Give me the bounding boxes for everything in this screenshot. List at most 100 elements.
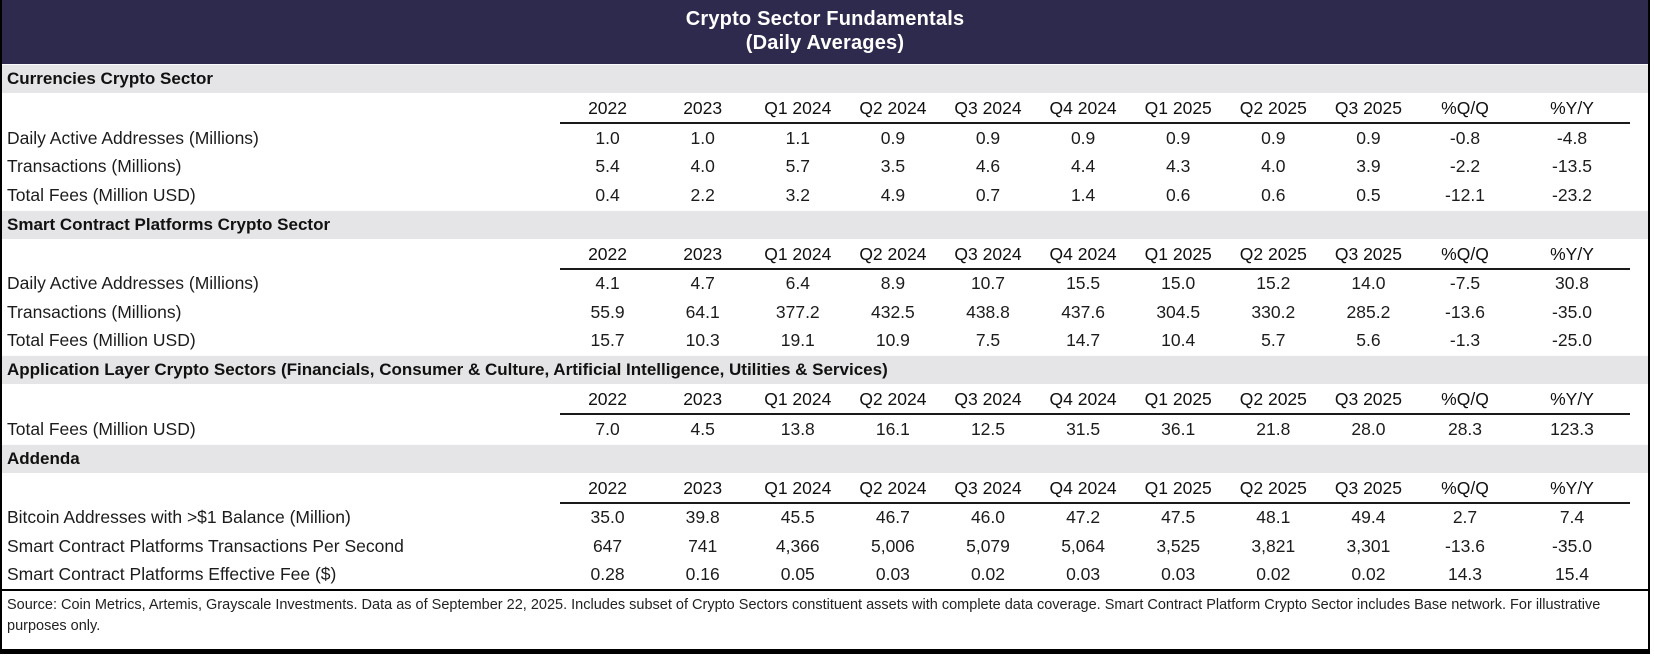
- column-header: Q4 2024: [1035, 475, 1131, 504]
- table-cell: 30.8: [1554, 273, 1590, 294]
- table-cell: 5,079: [966, 535, 1010, 556]
- column-header: 2023: [655, 241, 751, 270]
- table-cell: 4.4: [1070, 156, 1096, 177]
- table-cell: 10.4: [1161, 330, 1196, 351]
- table-cell: -13.5: [1552, 156, 1592, 177]
- table-row: Bitcoin Addresses with >$1 Balance (Mill…: [2, 504, 1648, 533]
- table-cell: -35.0: [1552, 535, 1592, 556]
- table-cell: 123.3: [1550, 418, 1594, 439]
- table-cell: 5.4: [595, 156, 620, 177]
- column-header: %Q/Q: [1416, 95, 1514, 124]
- column-header: 2022: [560, 241, 656, 270]
- table-cell: 437.6: [1061, 301, 1105, 322]
- row-label: Bitcoin Addresses with >$1 Balance (Mill…: [7, 507, 351, 528]
- footnote: Source: Coin Metrics, Artemis, Grayscale…: [2, 589, 1648, 649]
- table-row: Smart Contract Platforms Effective Fee (…: [2, 561, 1648, 590]
- table-cell: 0.5: [1356, 184, 1381, 205]
- table-cell: 0.28: [590, 564, 625, 585]
- table-cell: 0.03: [1161, 564, 1196, 585]
- column-header: Q4 2024: [1035, 386, 1131, 415]
- table-cell: 45.5: [780, 507, 815, 528]
- table-cell: 330.2: [1251, 301, 1296, 322]
- table-cell: 438.8: [966, 301, 1010, 322]
- table-cell: 4.5: [690, 418, 715, 439]
- table-cell: 304.5: [1156, 301, 1201, 322]
- table-cell: 4.3: [1166, 156, 1191, 177]
- table-cell: -25.0: [1552, 330, 1592, 351]
- table-cell: 47.2: [1066, 507, 1101, 528]
- table-cell: 21.8: [1256, 418, 1291, 439]
- table-cell: 4,366: [775, 535, 820, 556]
- table-cell: 3,301: [1346, 535, 1391, 556]
- column-header: Q1 2024: [750, 386, 846, 415]
- column-header: Q2 2024: [845, 475, 941, 504]
- table-cell: 15.7: [590, 330, 625, 351]
- row-label: Smart Contract Platforms Transactions Pe…: [7, 535, 404, 556]
- row-label: Smart Contract Platforms Effective Fee (…: [7, 564, 337, 585]
- column-header: Q2 2025: [1225, 241, 1321, 270]
- table-row: Transactions (Millions) 55.9 64.1 377.2 432.…: [2, 298, 1648, 327]
- table-cell: 6.4: [785, 273, 810, 294]
- table-cell: 0.6: [1261, 184, 1286, 205]
- column-header-row: 2022 2023 Q1 2024 Q2 2024 Q3 2024 Q4 2024 Q1 2…: [2, 93, 1648, 124]
- table-cell: 0.7: [975, 184, 1001, 205]
- column-header: Q3 2025: [1320, 475, 1416, 504]
- column-header: Q4 2024: [1035, 95, 1131, 124]
- table-cell: 10.9: [875, 330, 910, 351]
- table-cell: 36.1: [1161, 418, 1196, 439]
- column-header: Q3 2024: [940, 386, 1036, 415]
- table-cell: -13.6: [1445, 535, 1485, 556]
- section-header: Application Layer Crypto Sectors (Financ…: [2, 355, 1648, 384]
- table-cell: 28.3: [1447, 418, 1483, 439]
- table-cell: 49.4: [1351, 507, 1386, 528]
- table-cell: 5.7: [785, 156, 810, 177]
- section-header: Addenda: [2, 443, 1648, 473]
- table-cell: 10.7: [970, 273, 1006, 294]
- table-cell: 5,006: [870, 535, 915, 556]
- column-header-spacer: [2, 123, 560, 124]
- table-cell: 8.9: [880, 273, 906, 294]
- column-header: Q1 2024: [750, 475, 846, 504]
- column-header: Q1 2025: [1130, 241, 1226, 270]
- column-header: %Y/Y: [1514, 241, 1630, 270]
- column-header: %Y/Y: [1514, 475, 1630, 504]
- table-cell: 5.7: [1261, 330, 1286, 351]
- table-cell: 0.02: [970, 564, 1006, 585]
- table-cell: 0.6: [1166, 184, 1191, 205]
- table-cell: 0.9: [1356, 127, 1381, 148]
- table-cell: 47.5: [1161, 507, 1196, 528]
- column-header: Q2 2024: [845, 241, 941, 270]
- column-header: Q1 2025: [1130, 95, 1226, 124]
- table-cell: 16.1: [875, 418, 910, 439]
- table-cell: -7.5: [1449, 273, 1481, 294]
- page-title: Crypto Sector Fundamentals: [685, 8, 965, 30]
- table-cell: 0.9: [1261, 127, 1286, 148]
- table-cell: 14.7: [1066, 330, 1101, 351]
- column-header: 2022: [560, 386, 656, 415]
- column-header: Q3 2024: [940, 241, 1036, 270]
- column-header: 2023: [655, 475, 751, 504]
- column-header-row: 2022 2023 Q1 2024 Q2 2024 Q3 2024 Q4 2024 Q1 2…: [2, 239, 1648, 270]
- table-cell: 4.6: [975, 156, 1001, 177]
- table-cell: 1.1: [785, 127, 810, 148]
- page-subtitle: (Daily Averages): [745, 32, 905, 54]
- column-header: %Y/Y: [1514, 95, 1630, 124]
- table-cell: -4.8: [1556, 127, 1588, 148]
- table-cell: -0.8: [1449, 127, 1481, 148]
- table-cell: 3.5: [880, 156, 906, 177]
- column-header: Q4 2024: [1035, 241, 1131, 270]
- table-cell: 0.9: [880, 127, 906, 148]
- table-row: Total Fees (Million USD) 7.0 4.5 13.8 16.1 12…: [2, 415, 1648, 444]
- table-cell: 647: [592, 535, 623, 556]
- table-row: Daily Active Addresses (Millions) 4.1 4.7 6…: [2, 270, 1648, 299]
- table-cell: 4.0: [690, 156, 715, 177]
- row-label: Transactions (Millions): [7, 156, 182, 177]
- table-cell: 10.3: [685, 330, 720, 351]
- table-cell: -12.1: [1445, 184, 1485, 205]
- table-cell: -35.0: [1552, 301, 1592, 322]
- table-cell: 14.0: [1351, 273, 1386, 294]
- row-label: Daily Active Addresses (Millions): [7, 273, 259, 294]
- column-header: Q1 2024: [750, 241, 846, 270]
- table-cell: 7.0: [595, 418, 620, 439]
- table-cell: 15.5: [1066, 273, 1101, 294]
